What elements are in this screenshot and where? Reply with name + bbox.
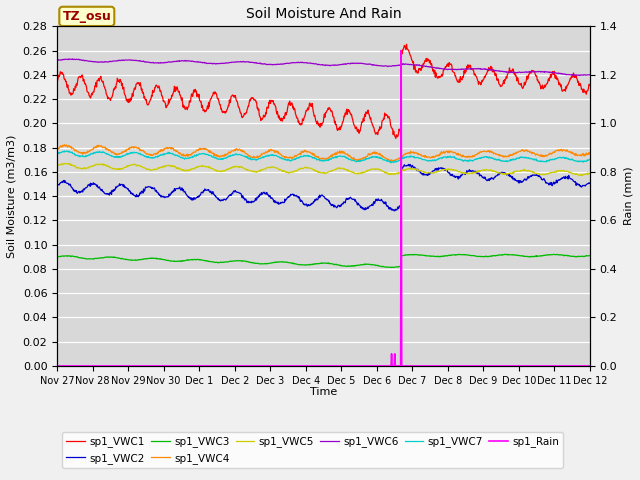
sp1_VWC6 (469, 66, 477, 72)
sp1_VWC1 (269, 99, 276, 105)
sp1_VWC1 (392, 135, 400, 141)
sp1_VWC3 (288, 260, 296, 266)
sp1_VWC2 (108, 192, 115, 197)
Line: sp1_VWC4: sp1_VWC4 (57, 144, 590, 162)
Y-axis label: Rain (mm): Rain (mm) (623, 167, 633, 226)
sp1_VWC6 (108, 59, 116, 64)
Line: sp1_Rain: sp1_Rain (57, 50, 590, 366)
sp1_VWC1 (420, 60, 428, 66)
sp1_VWC4 (586, 150, 594, 156)
Line: sp1_VWC2: sp1_VWC2 (57, 164, 590, 211)
Text: TZ_osu: TZ_osu (63, 10, 111, 23)
sp1_VWC4 (420, 153, 428, 159)
sp1_VWC7 (470, 157, 477, 163)
sp1_VWC2 (390, 208, 398, 214)
sp1_Rain (469, 363, 477, 369)
Legend: sp1_VWC1, sp1_VWC2, sp1_VWC3, sp1_VWC4, sp1_VWC5, sp1_VWC6, sp1_VWC7, sp1_Rain: sp1_VWC1, sp1_VWC2, sp1_VWC3, sp1_VWC4, … (62, 432, 563, 468)
sp1_VWC2 (586, 180, 594, 186)
sp1_VWC5 (269, 164, 277, 170)
Line: sp1_VWC7: sp1_VWC7 (57, 151, 590, 163)
sp1_Rain (479, 363, 486, 369)
sp1_Rain (397, 48, 405, 53)
sp1_VWC6 (289, 60, 296, 66)
sp1_VWC6 (269, 62, 277, 68)
sp1_VWC3 (502, 252, 509, 257)
sp1_VWC1 (403, 41, 410, 47)
sp1_VWC4 (61, 142, 68, 147)
sp1_VWC3 (388, 264, 396, 270)
sp1_VWC2 (479, 175, 487, 181)
sp1_VWC4 (289, 156, 296, 161)
sp1_Rain (420, 363, 428, 369)
Line: sp1_VWC1: sp1_VWC1 (57, 44, 590, 138)
sp1_VWC7 (387, 160, 395, 166)
sp1_VWC5 (289, 169, 296, 175)
sp1_VWC3 (269, 260, 276, 266)
sp1_Rain (269, 363, 276, 369)
sp1_VWC5 (420, 168, 428, 174)
sp1_VWC7 (61, 148, 68, 154)
Line: sp1_VWC5: sp1_VWC5 (57, 163, 590, 176)
Line: sp1_VWC3: sp1_VWC3 (57, 254, 590, 267)
sp1_VWC2 (53, 183, 61, 189)
sp1_VWC3 (586, 252, 594, 258)
sp1_VWC4 (387, 159, 394, 165)
sp1_Rain (586, 363, 594, 369)
sp1_VWC7 (420, 157, 428, 163)
sp1_VWC5 (108, 165, 116, 171)
sp1_Rain (288, 363, 296, 369)
sp1_VWC3 (469, 253, 477, 259)
sp1_VWC6 (420, 63, 428, 69)
sp1_VWC2 (288, 192, 296, 197)
X-axis label: Time: Time (310, 387, 337, 397)
sp1_Rain (53, 363, 61, 369)
sp1_VWC7 (289, 157, 296, 163)
sp1_VWC5 (469, 169, 477, 175)
sp1_VWC6 (68, 56, 76, 62)
sp1_VWC1 (479, 77, 487, 83)
sp1_VWC6 (53, 58, 61, 63)
sp1_VWC5 (578, 173, 586, 179)
sp1_VWC6 (479, 66, 486, 72)
sp1_VWC4 (470, 153, 477, 159)
sp1_VWC7 (108, 153, 116, 159)
sp1_VWC5 (53, 164, 61, 169)
sp1_VWC4 (269, 148, 277, 154)
sp1_VWC1 (586, 83, 594, 88)
sp1_VWC7 (586, 156, 594, 162)
sp1_VWC2 (470, 168, 477, 174)
sp1_VWC6 (575, 72, 583, 78)
sp1_VWC4 (479, 149, 487, 155)
sp1_VWC2 (420, 172, 428, 178)
sp1_VWC7 (479, 154, 487, 160)
sp1_VWC5 (60, 160, 68, 166)
sp1_VWC4 (53, 146, 61, 152)
sp1_VWC3 (479, 254, 486, 260)
sp1_VWC3 (108, 254, 115, 260)
sp1_VWC5 (479, 167, 486, 173)
sp1_VWC1 (53, 79, 61, 84)
sp1_VWC1 (288, 100, 296, 106)
sp1_VWC2 (269, 196, 276, 202)
sp1_VWC3 (53, 254, 61, 260)
sp1_VWC5 (586, 170, 594, 176)
sp1_VWC3 (420, 252, 428, 258)
sp1_VWC7 (269, 153, 277, 158)
Y-axis label: Soil Moisture (m3/m3): Soil Moisture (m3/m3) (7, 134, 17, 258)
Line: sp1_VWC6: sp1_VWC6 (57, 59, 590, 75)
sp1_Rain (108, 363, 115, 369)
sp1_VWC2 (405, 161, 413, 167)
sp1_VWC6 (586, 72, 594, 78)
sp1_VWC7 (53, 150, 61, 156)
sp1_VWC1 (108, 95, 115, 100)
sp1_VWC4 (108, 150, 116, 156)
Title: Soil Moisture And Rain: Soil Moisture And Rain (246, 7, 401, 21)
sp1_VWC1 (470, 69, 477, 74)
